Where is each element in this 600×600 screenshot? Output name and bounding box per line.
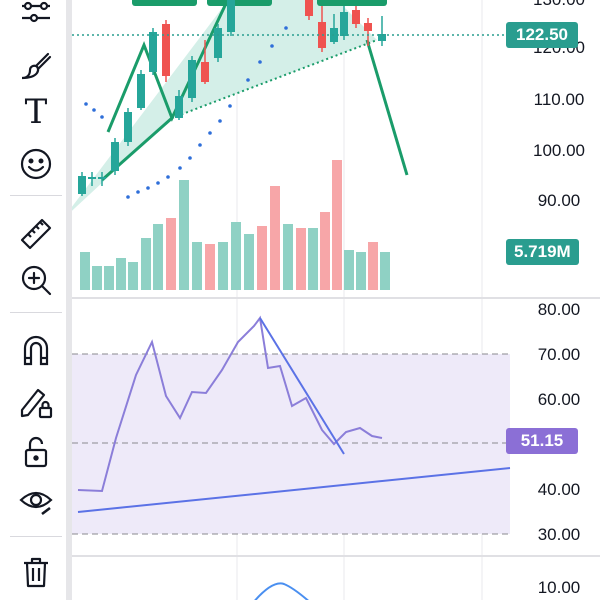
trash-icon[interactable] [12, 548, 60, 596]
price-tick: 110.00 [533, 90, 585, 109]
pattern-leg-line[interactable] [106, 0, 230, 133]
candle[interactable] [78, 176, 86, 194]
volume-bar [192, 242, 202, 290]
volume-bars [80, 160, 390, 290]
volume-bar [80, 252, 90, 290]
drawing-toolbar: T [0, 0, 72, 600]
rsi-tick: 30.00 [537, 525, 581, 544]
volume-bar [231, 222, 241, 290]
volume-bar [344, 250, 354, 290]
last-price-badge: 122.50 [506, 22, 578, 48]
pattern-support-line[interactable] [171, 39, 378, 119]
third-pane-line [254, 582, 309, 600]
candle[interactable] [330, 28, 338, 42]
rsi-tick: 80.00 [537, 300, 581, 319]
volume-badge: 5.719M [506, 239, 579, 265]
pattern-projection-line[interactable] [365, 39, 409, 176]
candle[interactable] [188, 60, 196, 98]
candle[interactable] [137, 74, 145, 108]
brush-icon[interactable] [12, 42, 60, 90]
emoji-icon[interactable] [12, 140, 60, 188]
volume-bar [244, 234, 254, 290]
candles[interactable] [78, 0, 386, 196]
sar-dots [84, 26, 288, 199]
candle[interactable] [378, 34, 386, 41]
candle[interactable] [111, 142, 119, 171]
volume-bar [153, 224, 163, 290]
price-tick-partial: 130.00 [524, 0, 594, 10]
rsi-line[interactable] [77, 315, 383, 493]
unlock-icon[interactable] [12, 428, 60, 476]
rsi-band [72, 354, 510, 534]
zoom-in-icon[interactable] [12, 256, 60, 304]
volume-bar [270, 186, 280, 290]
volume-bar [92, 266, 102, 290]
volume-bar [218, 242, 228, 290]
candle[interactable] [214, 28, 222, 58]
rsi-tick: 40.00 [537, 480, 581, 499]
text-tool-glyph: T [24, 92, 48, 132]
third-pane-tick: 10.00 [537, 578, 581, 597]
eye-visibility-icon[interactable] [12, 476, 60, 524]
volume-bar [380, 252, 390, 290]
toolbar-divider [10, 195, 62, 196]
pattern-label-box[interactable] [132, 0, 197, 6]
rsi-tick: 60.00 [537, 390, 581, 409]
candle[interactable] [98, 177, 106, 179]
volume-bar [179, 180, 189, 290]
candle[interactable] [227, 0, 235, 32]
candle[interactable] [149, 32, 157, 72]
volume-bar [116, 258, 126, 290]
toolbar-divider [10, 536, 62, 537]
candle[interactable] [124, 112, 132, 142]
volume-bar [141, 238, 151, 290]
candle[interactable] [340, 12, 348, 36]
rsi-tick: 70.00 [537, 345, 581, 364]
candle[interactable] [175, 96, 183, 118]
ruler-icon[interactable] [12, 208, 60, 256]
price-tick: 90.00 [537, 191, 581, 210]
candle[interactable] [305, 0, 313, 16]
pattern-label-box[interactable] [317, 0, 387, 6]
volume-bar [296, 228, 306, 290]
toolbar-divider [10, 312, 62, 313]
triangle-pattern[interactable] [72, 0, 377, 220]
candle[interactable] [88, 177, 96, 179]
volume-bar [368, 242, 378, 290]
text-tool-icon[interactable]: T [12, 88, 60, 136]
lock-drawing-icon[interactable] [12, 378, 60, 426]
volume-bar [257, 226, 267, 290]
volume-bar [128, 262, 138, 290]
volume-bar [166, 218, 176, 290]
volume-bar [332, 160, 342, 290]
magnet-icon[interactable] [12, 326, 60, 374]
volume-bar [104, 266, 114, 290]
candle[interactable] [352, 10, 360, 24]
chart-svg [72, 0, 600, 600]
price-tick: 100.00 [533, 141, 585, 160]
volume-bar [308, 228, 318, 290]
candle[interactable] [162, 24, 170, 76]
pattern-label-box[interactable] [207, 0, 272, 6]
rsi-trend-line[interactable] [259, 317, 345, 455]
candle[interactable] [201, 62, 209, 82]
chart-area[interactable]: 130.00 120.00 110.00 100.00 90.00 122.50… [72, 0, 600, 600]
volume-bar [283, 224, 293, 290]
rsi-value-badge: 51.15 [506, 428, 578, 454]
trend-lines-icon[interactable] [12, 0, 60, 38]
volume-bar [320, 212, 330, 290]
volume-bar [205, 244, 215, 290]
volume-bar [356, 252, 366, 290]
rsi-support-line[interactable] [77, 467, 511, 513]
candle[interactable] [364, 23, 372, 31]
